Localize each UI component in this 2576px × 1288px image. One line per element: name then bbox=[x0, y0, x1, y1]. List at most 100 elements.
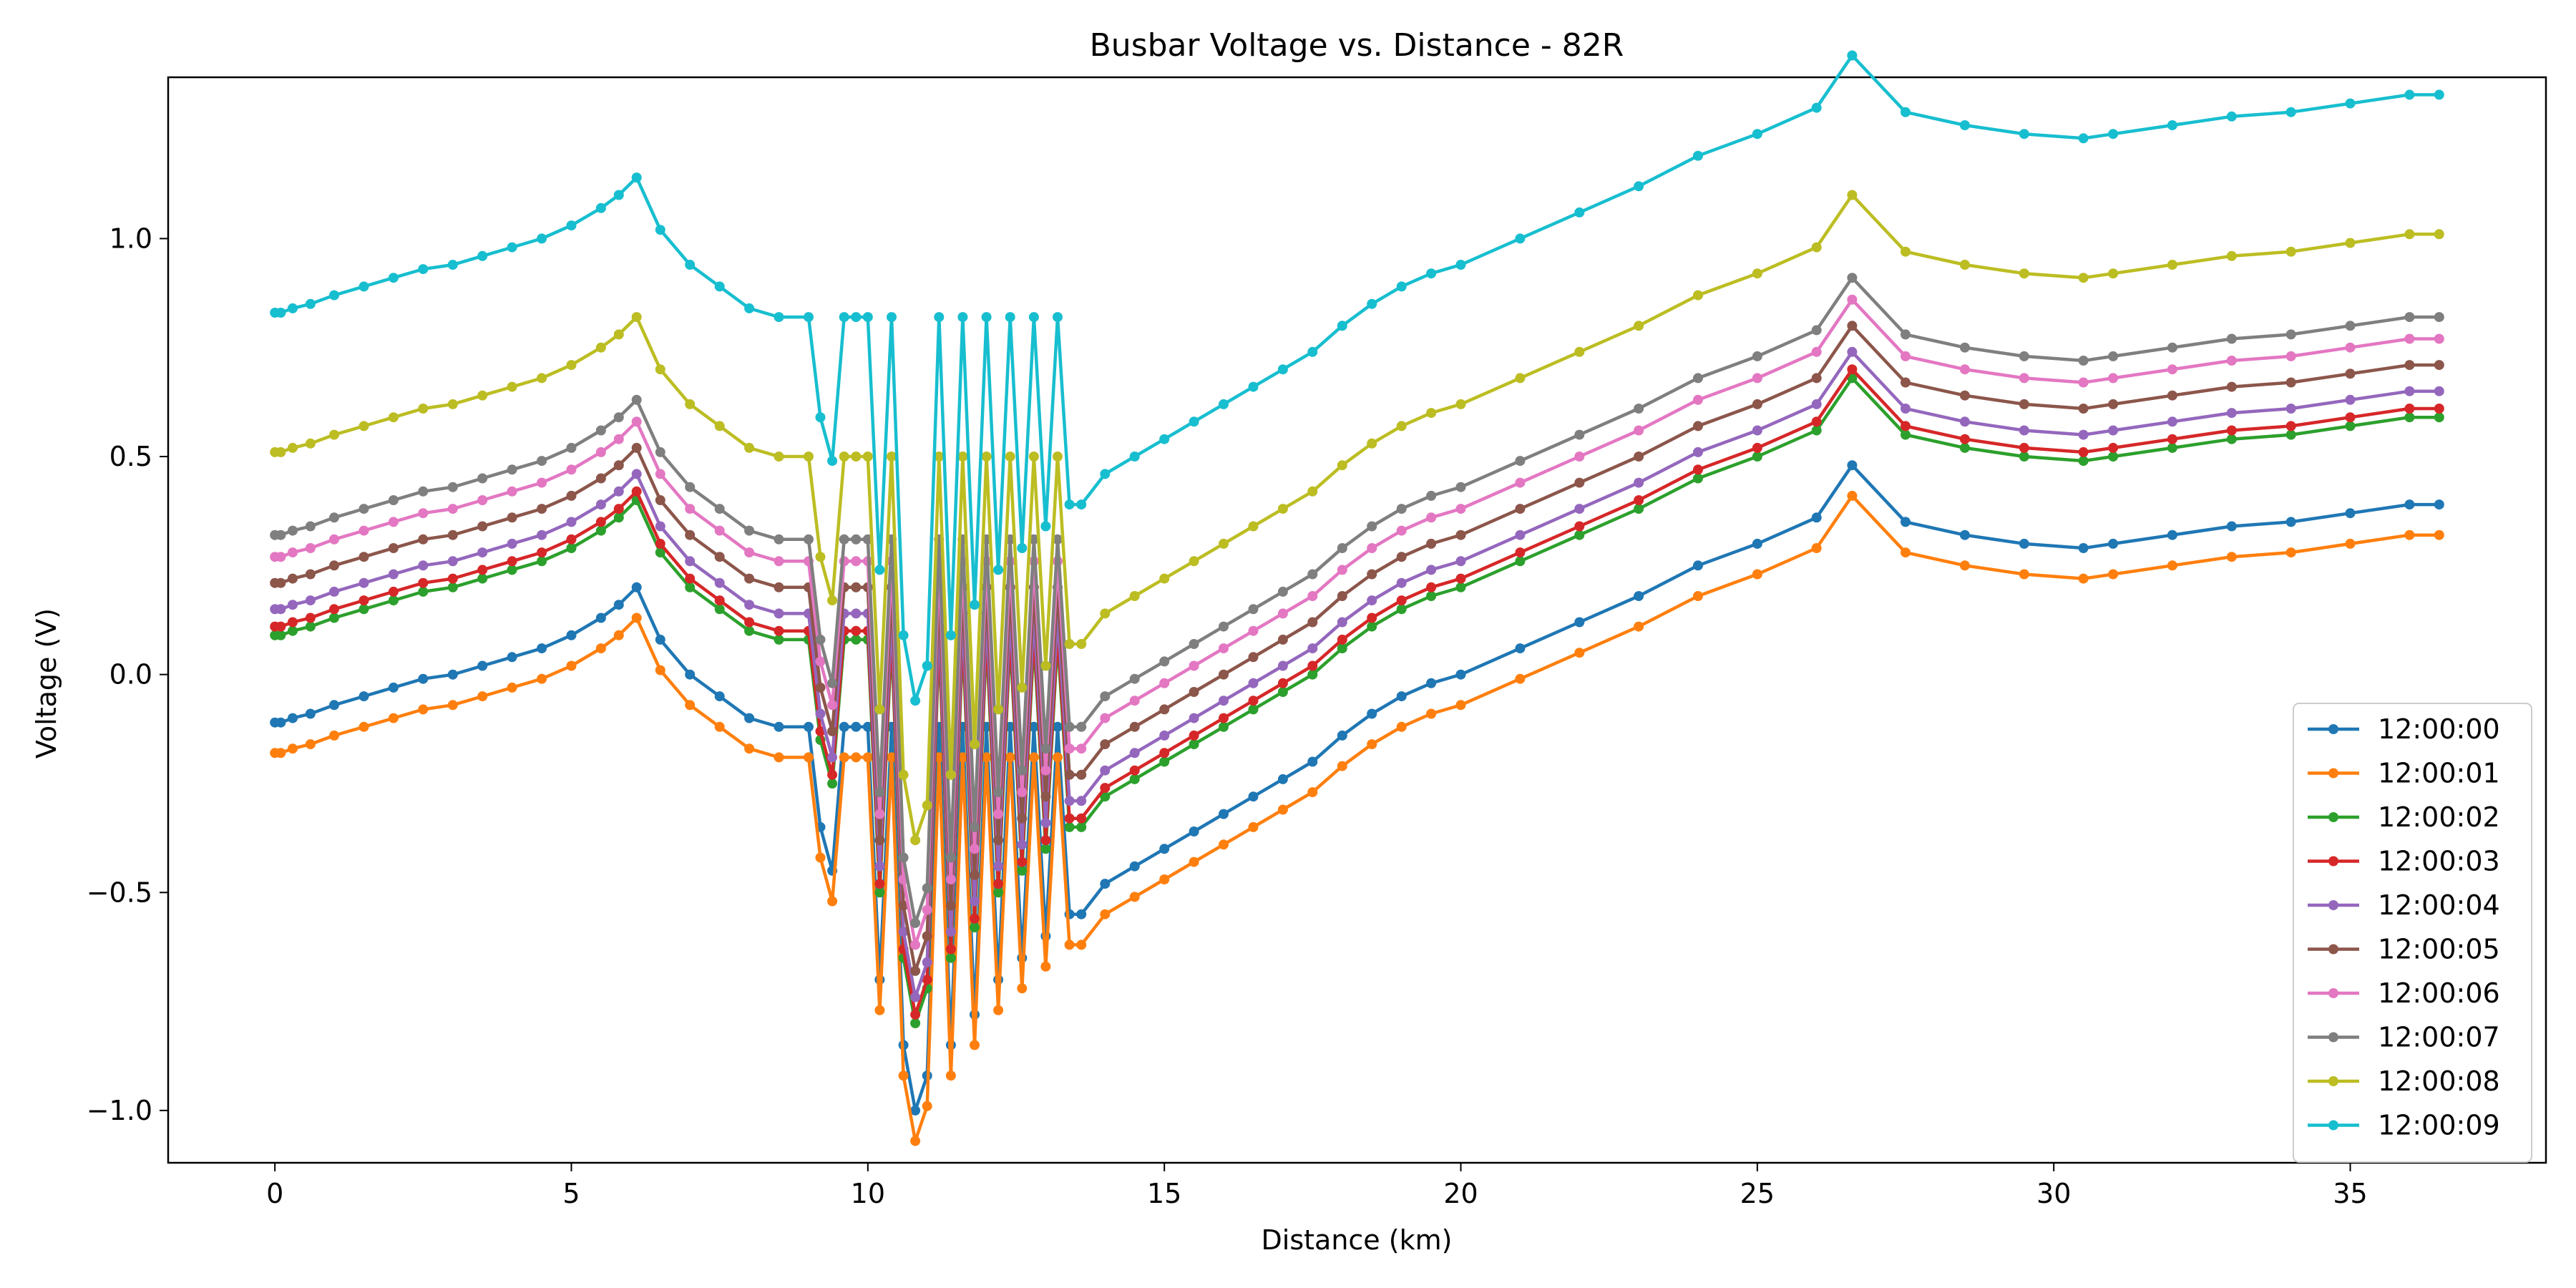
data-point bbox=[1277, 774, 1288, 784]
data-point bbox=[993, 887, 1004, 898]
data-point bbox=[2108, 425, 2119, 436]
data-point bbox=[1100, 909, 1111, 919]
data-point bbox=[839, 752, 849, 763]
series-12-00-01 bbox=[270, 490, 2444, 1146]
data-point bbox=[970, 821, 980, 832]
legend-item: 12:00:01 bbox=[2308, 758, 2500, 789]
data-point bbox=[1064, 796, 1075, 806]
data-point bbox=[1574, 429, 1585, 440]
data-point bbox=[1634, 621, 1644, 632]
data-point bbox=[477, 691, 488, 702]
data-point bbox=[1455, 504, 1466, 514]
data-point bbox=[1159, 656, 1170, 667]
data-point bbox=[1129, 892, 1140, 902]
data-point bbox=[1959, 260, 1970, 270]
data-point bbox=[2167, 364, 2177, 375]
data-point bbox=[631, 172, 642, 183]
data-point bbox=[1248, 821, 1259, 832]
data-point bbox=[2285, 246, 2296, 257]
x-tick-label: 10 bbox=[851, 1178, 885, 1209]
data-point bbox=[1811, 373, 1822, 384]
data-point bbox=[945, 944, 956, 955]
data-point bbox=[2019, 452, 2029, 462]
data-point bbox=[744, 600, 755, 610]
data-point bbox=[2434, 360, 2444, 371]
data-point bbox=[477, 473, 488, 484]
data-point bbox=[655, 634, 665, 645]
data-point bbox=[1129, 861, 1140, 872]
data-point bbox=[447, 669, 458, 680]
data-point bbox=[388, 586, 399, 597]
data-point bbox=[1959, 364, 1970, 375]
data-point bbox=[1028, 752, 1039, 763]
data-point bbox=[685, 556, 696, 567]
data-point bbox=[2285, 404, 2296, 414]
data-point bbox=[595, 643, 606, 654]
data-point bbox=[2108, 538, 2119, 549]
data-point bbox=[922, 1101, 932, 1111]
data-point bbox=[1367, 298, 1377, 309]
data-point bbox=[1100, 879, 1111, 889]
legend-swatch-marker bbox=[2328, 724, 2338, 734]
data-point bbox=[1064, 769, 1075, 780]
data-point bbox=[1100, 783, 1111, 794]
data-point bbox=[1064, 813, 1075, 824]
data-point bbox=[1811, 543, 1822, 553]
data-point bbox=[2226, 356, 2237, 366]
data-point bbox=[851, 721, 862, 732]
data-point bbox=[388, 713, 399, 723]
data-point bbox=[898, 852, 909, 863]
data-point bbox=[1053, 534, 1063, 545]
data-point bbox=[1574, 452, 1585, 462]
data-point bbox=[2345, 238, 2356, 248]
data-point bbox=[566, 517, 577, 527]
data-point bbox=[2019, 569, 2029, 580]
data-point bbox=[1064, 721, 1075, 732]
data-point bbox=[1634, 504, 1644, 514]
series-layer bbox=[270, 50, 2444, 1146]
data-point bbox=[1901, 404, 1911, 414]
data-point bbox=[945, 952, 956, 963]
data-point bbox=[477, 521, 488, 532]
data-point bbox=[839, 452, 849, 462]
data-point bbox=[358, 577, 369, 588]
data-point bbox=[2434, 412, 2444, 423]
data-point bbox=[655, 469, 665, 479]
data-point bbox=[993, 565, 1004, 575]
data-point bbox=[685, 530, 696, 540]
data-point bbox=[970, 1040, 980, 1050]
data-point bbox=[613, 190, 624, 200]
data-point bbox=[1040, 791, 1051, 802]
data-point bbox=[1574, 617, 1585, 628]
data-point bbox=[2345, 508, 2356, 519]
data-point bbox=[1515, 547, 1526, 558]
data-point bbox=[1901, 107, 1911, 117]
data-point bbox=[874, 887, 885, 898]
data-point bbox=[945, 769, 956, 780]
data-point bbox=[1634, 477, 1644, 488]
data-point bbox=[685, 399, 696, 409]
data-point bbox=[2108, 442, 2119, 453]
data-point bbox=[1129, 673, 1140, 684]
data-point bbox=[305, 438, 316, 449]
data-point bbox=[1189, 639, 1199, 649]
legend-swatch-marker bbox=[2328, 856, 2338, 867]
data-point bbox=[2108, 129, 2119, 140]
data-point bbox=[851, 582, 862, 592]
legend-item: 12:00:05 bbox=[2308, 934, 2500, 965]
data-point bbox=[1307, 486, 1318, 497]
data-point bbox=[418, 486, 429, 497]
data-point bbox=[1693, 560, 1703, 571]
data-point bbox=[1017, 857, 1028, 867]
data-point bbox=[1277, 804, 1288, 815]
y-tick-label: −1.0 bbox=[87, 1095, 152, 1126]
data-point bbox=[910, 917, 921, 928]
data-point bbox=[305, 298, 316, 309]
x-tick-label: 15 bbox=[1147, 1178, 1181, 1209]
data-point bbox=[744, 573, 755, 584]
data-point bbox=[358, 604, 369, 615]
data-point bbox=[1189, 660, 1199, 671]
data-point bbox=[305, 708, 316, 719]
data-point bbox=[2285, 429, 2296, 440]
data-point bbox=[2019, 351, 2029, 361]
